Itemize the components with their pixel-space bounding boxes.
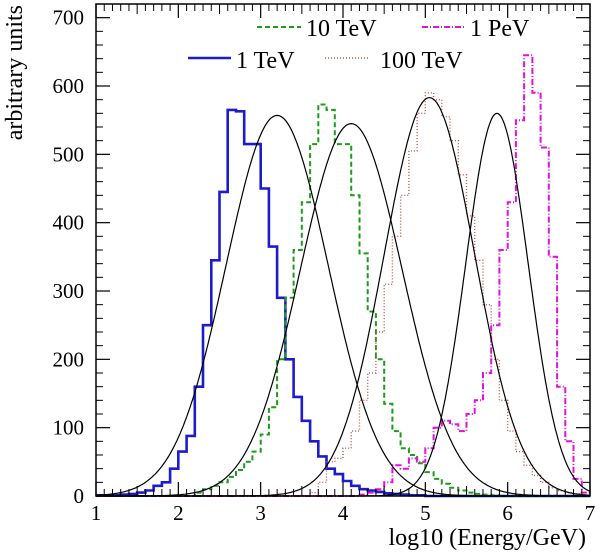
legend-label-1tev: 1 TeV [236, 48, 295, 74]
fit-curve-4 [96, 112, 591, 497]
x-tick-label: 4 [338, 501, 349, 525]
legend-item-1pev: 1 PeV [422, 16, 530, 42]
x-tick-label: 5 [420, 501, 431, 525]
y-tick-label: 100 [53, 416, 85, 440]
x-axis-label: log10 (Energy/GeV) [388, 525, 586, 551]
y-tick-label: 600 [53, 74, 85, 98]
legend-label-10tev: 10 TeV [306, 16, 377, 42]
y-tick-label: 300 [53, 279, 85, 303]
x-tick-label: 3 [255, 501, 266, 525]
plot-frame [95, 3, 591, 497]
legend-item-100tev: 100 TeV [325, 48, 463, 74]
y-tick-label: 200 [53, 347, 85, 371]
x-tick-label: 1 [91, 501, 102, 525]
x-tick-label: 6 [502, 501, 513, 525]
legend-item-1tev: 1 TeV [188, 48, 295, 74]
histogram-series-1pev [96, 54, 590, 497]
y-tick-label: 400 [53, 211, 85, 235]
histogram-series-100tev [96, 92, 590, 497]
y-tick-label: 500 [53, 142, 85, 166]
fit-curve-1 [95, 114, 590, 497]
legend-label-100tev: 100 TeV [380, 48, 463, 74]
x-tick-label: 2 [173, 501, 184, 525]
legend-item-10tev: 10 TeV [257, 16, 377, 42]
histogram-series-10tev [96, 103, 590, 497]
legend: 10 TeV 1 PeV 1 TeV 100 TeV [188, 16, 530, 74]
y-axis-label: arbitrary units [2, 5, 28, 140]
y-tick-label: 0 [74, 484, 85, 508]
y-tick-label: 700 [53, 6, 85, 30]
legend-label-1pev: 1 PeV [470, 16, 530, 42]
plot-area [95, 3, 591, 498]
x-tick-label: 7 [585, 501, 596, 525]
